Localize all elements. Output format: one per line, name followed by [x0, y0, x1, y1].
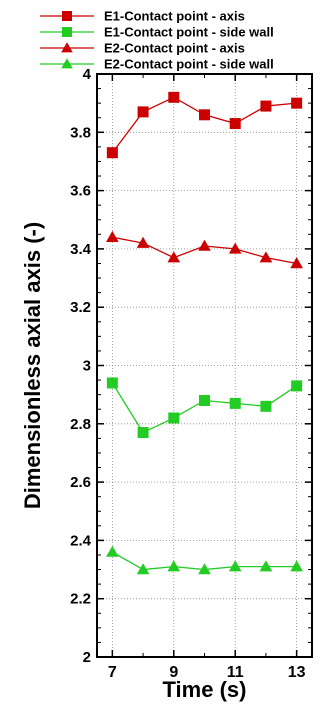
- data-point: [136, 563, 150, 575]
- data-point: [168, 412, 180, 424]
- y-tick-label: 2.6: [70, 474, 91, 491]
- legend-marker: [61, 42, 73, 53]
- series-2: [106, 377, 303, 439]
- data-point: [260, 100, 272, 112]
- data-point: [106, 545, 119, 557]
- legend-label: E2-Contact point - axis: [104, 41, 245, 56]
- legend-marker: [61, 58, 73, 69]
- x-axis-title: Time (s): [163, 677, 247, 702]
- y-tick-label: 3: [83, 358, 91, 375]
- x-tick-label: 7: [108, 664, 117, 681]
- data-point: [167, 251, 181, 263]
- data-point: [199, 394, 210, 406]
- data-point: [167, 560, 181, 572]
- data-point: [199, 109, 210, 121]
- x-tick-label: 11: [227, 664, 244, 681]
- data-point: [229, 118, 241, 130]
- legend-label: E2-Contact point - side wall: [104, 57, 274, 72]
- legend-marker: [62, 27, 72, 37]
- grid: [97, 74, 312, 657]
- data-point: [198, 563, 211, 575]
- y-tick-label: 3.4: [70, 241, 92, 258]
- data-point: [228, 560, 242, 572]
- data-point: [136, 236, 150, 248]
- data-point: [260, 400, 272, 412]
- y-tick-label: 3.6: [70, 183, 91, 200]
- x-tick-label: 9: [169, 664, 178, 681]
- y-tick-label: 4: [83, 66, 92, 83]
- legend-item: E1-Contact point - axis: [40, 9, 245, 24]
- series-3: [106, 230, 303, 269]
- data-point: [229, 397, 241, 409]
- legend-label: E1-Contact point - axis: [104, 9, 245, 24]
- y-tick-label: 2: [83, 649, 91, 666]
- legend-item: E2-Contact point - axis: [40, 41, 245, 56]
- data-point: [291, 97, 303, 109]
- x-tick-label: 13: [288, 664, 306, 681]
- data-point: [290, 257, 303, 269]
- data-point: [291, 380, 303, 392]
- data-point: [198, 239, 211, 251]
- y-tick-label: 2.2: [70, 591, 91, 608]
- legend-marker: [62, 11, 72, 21]
- data-point: [290, 560, 303, 572]
- series-group: [106, 91, 303, 575]
- legend-label: E1-Contact point - side wall: [104, 25, 274, 40]
- data-point: [137, 427, 149, 439]
- data-point: [228, 242, 242, 254]
- data-point: [168, 91, 180, 103]
- data-point: [106, 377, 118, 389]
- data-point: [259, 251, 273, 263]
- data-point: [106, 230, 119, 242]
- series-4: [106, 545, 303, 575]
- axis-ticks: 2 2.2 2.4 2.6 2.8 3 3.2 3.4 3.6 3.8 4 7 9 11 13: [70, 66, 312, 681]
- data-point: [106, 147, 118, 159]
- data-point: [259, 560, 273, 572]
- series-1: [106, 91, 303, 159]
- y-tick-label: 3.2: [70, 299, 91, 316]
- y-tick-label: 3.8: [70, 124, 91, 141]
- y-tick-label: 2.4: [70, 532, 92, 549]
- y-tick-label: 2.8: [70, 416, 91, 433]
- legend-item: E2-Contact point - side wall: [40, 57, 274, 72]
- legend-item: E1-Contact point - side wall: [40, 25, 274, 40]
- data-point: [137, 106, 149, 118]
- y-axis-title: Dimensionless axial axis (-): [20, 222, 45, 509]
